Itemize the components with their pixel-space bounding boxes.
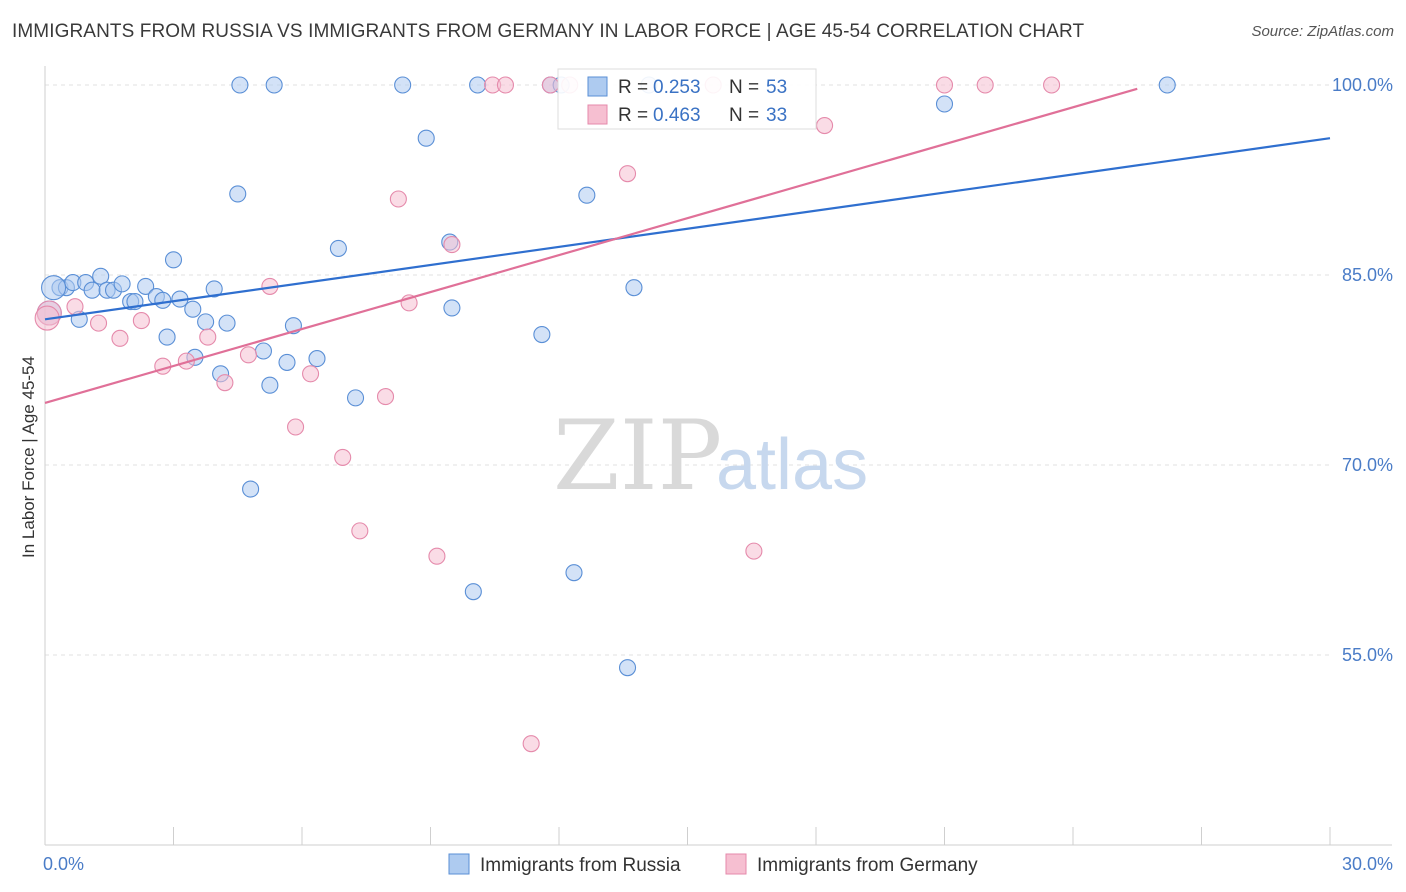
russia-point <box>329 239 347 257</box>
y-tick-label: 55.0% <box>1342 645 1393 665</box>
germany-point <box>199 328 217 346</box>
russia-point <box>254 342 273 360</box>
russia-point <box>92 267 110 285</box>
germany-point <box>89 314 108 332</box>
legend-n-label: N = <box>729 105 759 126</box>
germany-point <box>522 735 540 753</box>
germany-trend-line <box>44 87 1138 404</box>
germany-point <box>111 329 129 347</box>
russia-point <box>41 275 67 301</box>
germany-series-swatch <box>725 853 747 875</box>
russia-point <box>443 299 461 317</box>
germany-point <box>935 76 954 94</box>
source-label: Source: ZipAtlas.com <box>1251 23 1394 40</box>
y-tick-label: 100.0% <box>1332 75 1393 95</box>
germany-point <box>177 352 195 370</box>
russia-point <box>83 281 101 299</box>
russia-point <box>164 251 183 269</box>
axes <box>44 66 1392 846</box>
russia-trend-line <box>44 137 1331 321</box>
germany-point <box>428 547 446 565</box>
russia-point <box>578 186 596 204</box>
russia-point <box>242 480 260 498</box>
germany-point <box>1043 76 1061 94</box>
germany-point <box>334 448 352 466</box>
germany-point <box>541 76 559 94</box>
germany-point <box>132 312 150 330</box>
russia-point <box>137 277 155 295</box>
russia-point <box>533 325 551 344</box>
russia-point <box>935 95 954 113</box>
russia-point <box>197 313 215 331</box>
russia-point <box>113 275 131 293</box>
russia-point <box>218 314 236 332</box>
germany-point <box>376 388 395 406</box>
russia-point <box>464 583 482 601</box>
x-tick-label: 30.0% <box>1342 854 1393 874</box>
tick-labels: 100.0% 85.0% 70.0% 55.0% 0.0% 30.0% <box>43 75 1393 874</box>
germany-point <box>216 374 234 392</box>
germany-point <box>287 418 305 436</box>
russia-point <box>625 279 643 297</box>
germany-series-label: Immigrants from Germany <box>757 855 978 876</box>
legend-r-label: R = <box>618 105 648 126</box>
russia-legend-swatch <box>587 76 608 97</box>
russia-point <box>618 659 637 677</box>
russia-point <box>158 328 176 346</box>
russia-point <box>565 564 583 582</box>
legend-n-label: N = <box>729 77 759 98</box>
germany-point <box>443 236 461 254</box>
chart-title: IMMIGRANTS FROM RUSSIA VS IMMIGRANTS FRO… <box>12 21 1085 42</box>
legend-n-value: 33 <box>766 105 787 126</box>
y-tick-label: 70.0% <box>1342 455 1393 475</box>
correlation-legend: R = 0.253 N = 53 R = 0.463 N = 33 <box>557 68 817 130</box>
russia-point <box>346 389 365 407</box>
russia-point <box>184 300 202 318</box>
germany-point <box>389 190 407 208</box>
russia-point <box>278 353 296 371</box>
germany-point <box>745 542 763 560</box>
russia-point <box>469 76 487 94</box>
watermark-zip: ZIP <box>553 400 722 512</box>
russia-point <box>154 291 172 309</box>
germany-point <box>239 346 258 364</box>
russia-point <box>394 76 412 94</box>
trend-lines <box>44 87 1331 404</box>
gridlines <box>45 84 1330 656</box>
y-tick-label: 85.0% <box>1342 265 1393 285</box>
legend-n-value: 53 <box>766 77 787 98</box>
russia-series-swatch <box>448 853 470 875</box>
x-tick-label: 0.0% <box>43 854 84 874</box>
russia-point <box>417 129 435 147</box>
legend-r-value: 0.253 <box>653 77 701 98</box>
russia-point <box>229 185 247 203</box>
germany-legend-swatch <box>587 104 608 125</box>
y-axis-title: In Labor Force | Age 45-54 <box>19 356 38 558</box>
germany-point <box>816 116 834 135</box>
russia-point <box>308 350 326 368</box>
legend-r-label: R = <box>618 77 648 98</box>
series-legend: Immigrants from Russia Immigrants from Ge… <box>448 853 978 876</box>
watermark-atlas: atlas <box>716 425 868 505</box>
russia-point <box>1158 76 1176 94</box>
russia-point <box>231 76 249 94</box>
russia-point <box>265 76 283 94</box>
germany-point <box>351 522 369 540</box>
russia-series-label: Immigrants from Russia <box>480 855 681 876</box>
germany-point <box>976 76 994 94</box>
germany-point <box>618 165 637 183</box>
germany-point <box>66 298 84 316</box>
germany-point <box>496 76 515 94</box>
russia-point <box>261 376 279 394</box>
watermark: ZIP atlas <box>553 400 868 512</box>
legend-r-value: 0.463 <box>653 105 701 126</box>
russia-point <box>205 280 223 298</box>
germany-point <box>302 365 320 383</box>
